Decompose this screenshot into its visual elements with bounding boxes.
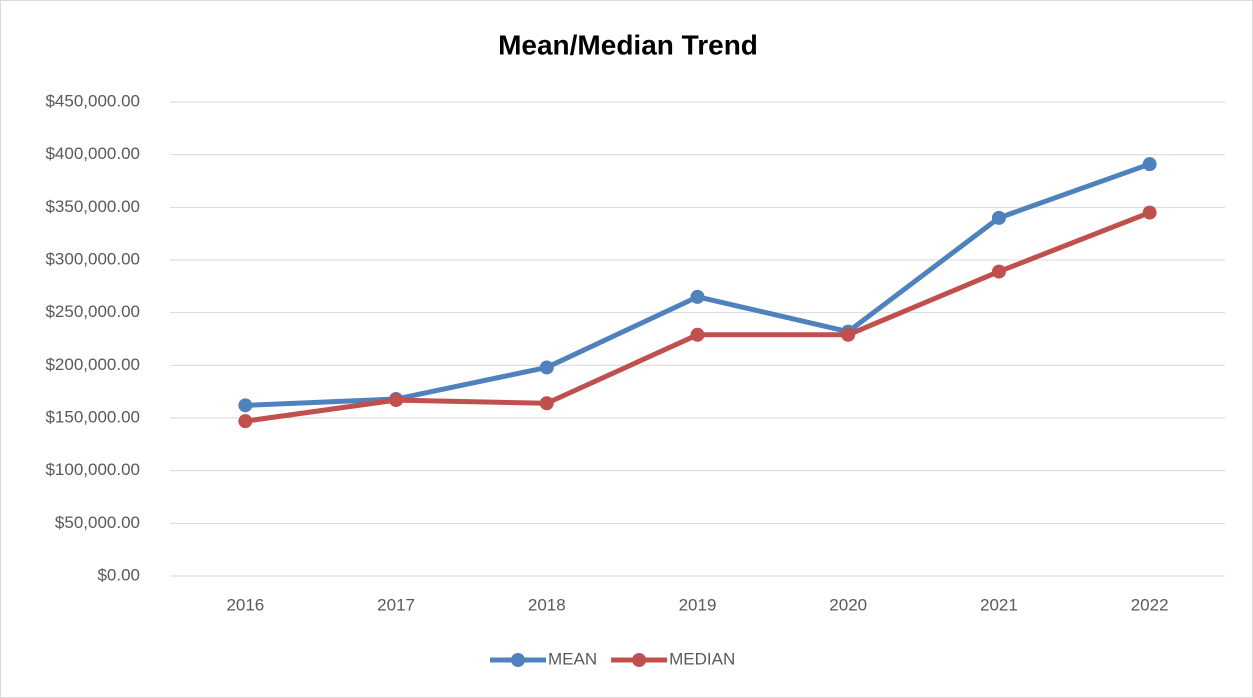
y-tick-label: $350,000.00 (45, 197, 140, 216)
y-tick-label: $450,000.00 (45, 91, 140, 110)
x-tick-label: 2019 (679, 595, 717, 614)
x-tick-label: 2016 (226, 595, 264, 614)
marker (841, 327, 856, 342)
y-tick-label: $300,000.00 (45, 249, 140, 268)
marker (991, 210, 1006, 225)
x-tick-label: 2017 (377, 595, 415, 614)
x-tick-label: 2018 (528, 595, 566, 614)
x-tick-label: 2022 (1131, 595, 1169, 614)
marker (238, 414, 253, 429)
legend-marker (632, 653, 647, 667)
marker (991, 264, 1006, 279)
marker (690, 289, 705, 304)
legend-label: MEAN (548, 649, 597, 668)
marker (539, 360, 554, 375)
marker (539, 396, 554, 411)
y-tick-label: $50,000.00 (55, 513, 140, 532)
y-tick-label: $200,000.00 (45, 355, 140, 374)
marker (238, 398, 253, 413)
marker (1142, 157, 1157, 172)
y-tick-label: $0.00 (97, 565, 140, 584)
legend-label: MEDIAN (669, 649, 735, 668)
chart-title: Mean/Median Trend (498, 29, 758, 60)
y-tick-label: $250,000.00 (45, 302, 140, 321)
legend-marker (511, 653, 525, 667)
marker (389, 393, 404, 408)
marker (1142, 205, 1157, 220)
x-tick-label: 2020 (829, 595, 867, 614)
y-tick-label: $150,000.00 (45, 407, 140, 426)
y-tick-label: $100,000.00 (45, 460, 140, 479)
y-tick-label: $400,000.00 (45, 144, 140, 163)
x-tick-label: 2021 (980, 595, 1018, 614)
marker (690, 327, 705, 342)
